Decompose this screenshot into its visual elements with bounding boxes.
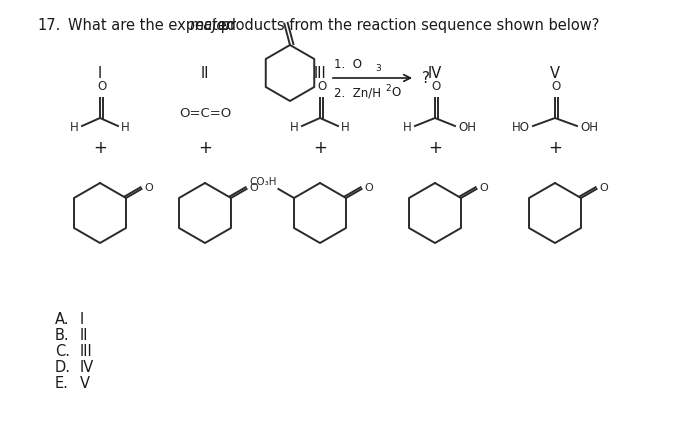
Text: O: O <box>391 86 401 99</box>
Text: O: O <box>480 183 489 193</box>
Text: II: II <box>201 65 209 80</box>
Text: H: H <box>121 121 130 134</box>
Text: 1.  O: 1. O <box>334 58 362 71</box>
Text: B.: B. <box>55 329 69 344</box>
Text: +: + <box>548 139 562 157</box>
Text: C.: C. <box>55 345 70 360</box>
Text: III: III <box>80 345 92 360</box>
Text: O: O <box>600 183 608 193</box>
Text: H: H <box>290 121 299 134</box>
Text: V: V <box>550 65 560 80</box>
Text: HO: HO <box>512 121 530 134</box>
Text: O: O <box>97 80 106 93</box>
Text: V: V <box>80 377 90 392</box>
Text: OH: OH <box>580 121 598 134</box>
Text: +: + <box>313 139 327 157</box>
Text: O: O <box>365 183 373 193</box>
Text: major: major <box>189 18 232 33</box>
Text: D.: D. <box>55 360 71 375</box>
Text: O: O <box>552 80 561 93</box>
Text: 17.: 17. <box>37 18 60 33</box>
Text: +: + <box>198 139 212 157</box>
Text: H: H <box>341 121 350 134</box>
Text: ?: ? <box>422 71 430 86</box>
Text: +: + <box>93 139 107 157</box>
Text: OH: OH <box>458 121 476 134</box>
Text: I: I <box>80 312 84 327</box>
Text: O: O <box>250 183 258 193</box>
Text: IV: IV <box>80 360 94 375</box>
Text: 3: 3 <box>376 64 382 73</box>
Text: What are the expected: What are the expected <box>68 18 241 33</box>
Text: II: II <box>80 329 88 344</box>
Text: E.: E. <box>55 377 69 392</box>
Text: CO₃H: CO₃H <box>249 177 276 187</box>
Text: A.: A. <box>55 312 69 327</box>
Text: O: O <box>432 80 441 93</box>
Text: H: H <box>70 121 79 134</box>
Text: I: I <box>98 65 102 80</box>
Text: H: H <box>403 121 412 134</box>
Text: III: III <box>314 65 326 80</box>
Text: +: + <box>428 139 442 157</box>
Text: 2.  Zn/H: 2. Zn/H <box>334 86 381 99</box>
Text: O=C=O: O=C=O <box>179 107 231 119</box>
Text: 2: 2 <box>386 84 391 93</box>
Text: products from the reaction sequence shown below?: products from the reaction sequence show… <box>216 18 600 33</box>
Text: O: O <box>145 183 153 193</box>
Text: IV: IV <box>428 65 442 80</box>
Text: O: O <box>317 80 326 93</box>
